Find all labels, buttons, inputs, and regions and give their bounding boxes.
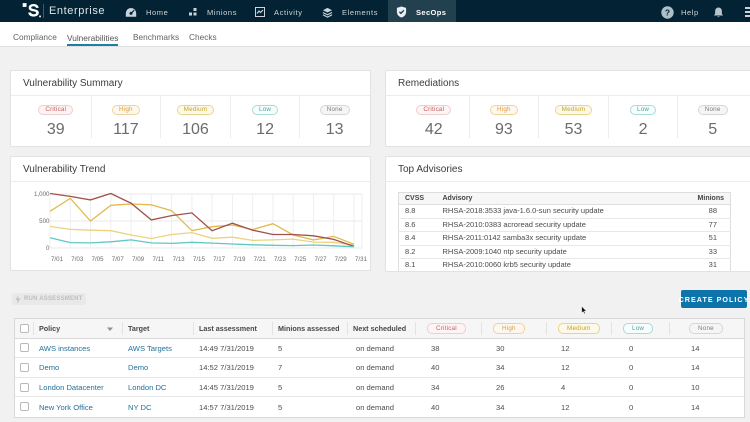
svg-text:1,000: 1,000 <box>34 191 50 198</box>
svg-text:7/23: 7/23 <box>274 256 287 263</box>
svg-text:7/17: 7/17 <box>213 256 226 263</box>
svg-text:500: 500 <box>39 218 50 225</box>
svg-text:7/05: 7/05 <box>91 256 104 263</box>
svg-text:7/19: 7/19 <box>233 256 246 263</box>
svg-text:7/07: 7/07 <box>112 256 125 263</box>
svg-text:7/29: 7/29 <box>335 256 348 263</box>
svg-text:7/25: 7/25 <box>294 256 307 263</box>
svg-text:7/03: 7/03 <box>71 256 84 263</box>
svg-text:7/13: 7/13 <box>173 256 186 263</box>
svg-text:7/21: 7/21 <box>254 256 267 263</box>
svg-text:7/31: 7/31 <box>355 256 368 263</box>
svg-text:0: 0 <box>46 245 50 252</box>
svg-text:7/15: 7/15 <box>193 256 206 263</box>
svg-text:7/01: 7/01 <box>51 256 64 263</box>
svg-text:?: ? <box>665 7 670 17</box>
svg-text:7/09: 7/09 <box>132 256 145 263</box>
svg-text:7/27: 7/27 <box>314 256 327 263</box>
svg-text:7/11: 7/11 <box>153 256 165 263</box>
